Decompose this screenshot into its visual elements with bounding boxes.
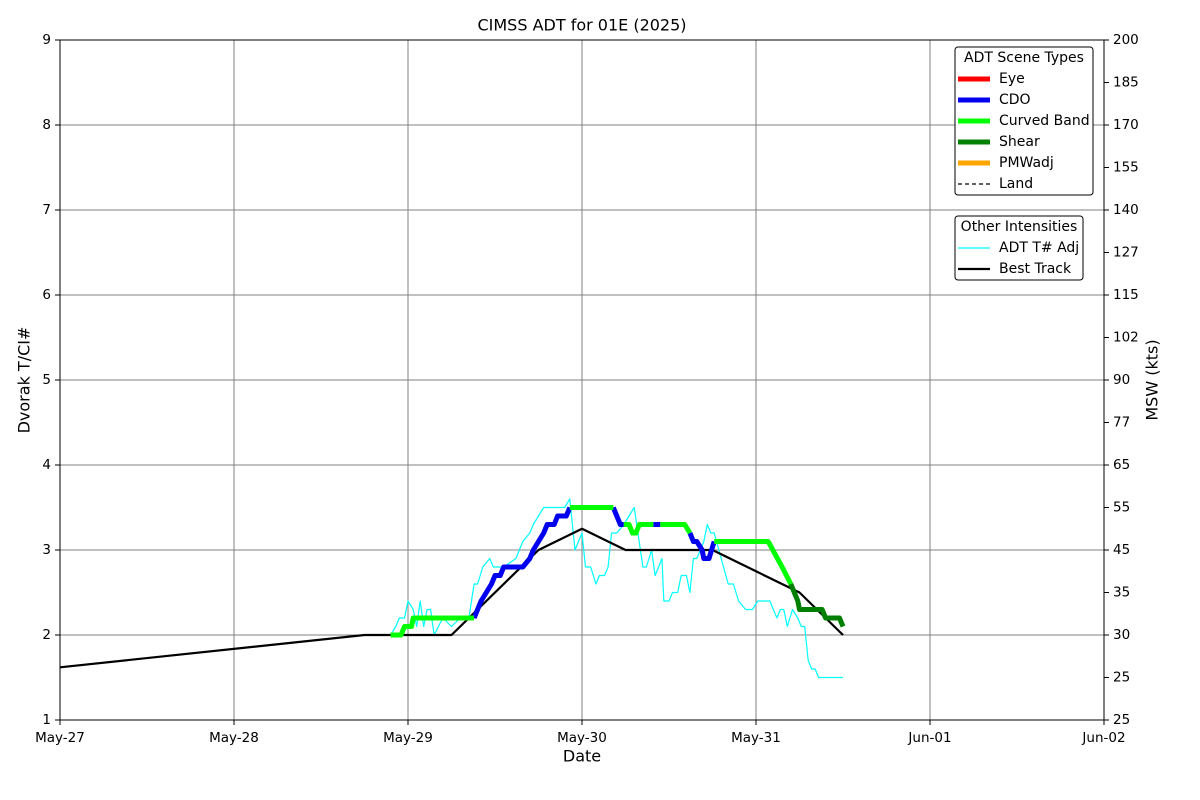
y2-tick-label: 127 [1113, 245, 1139, 261]
y-tick-label: 8 [42, 117, 51, 133]
series-line [471, 506, 717, 619]
y2-tick-label: 102 [1113, 330, 1139, 346]
legend-box [954, 46, 1094, 196]
y2-tick-label: 45 [1113, 542, 1130, 558]
x-tick-label: May-31 [731, 730, 781, 746]
legend-label: CDO [999, 92, 1031, 108]
x-axis-label: Date [563, 747, 601, 766]
axes: May-27 May-28 May-29 May-30 May-31 Jun-01 Jun-… [35, 32, 1139, 746]
y2-tick-label: 30 [1113, 627, 1130, 643]
y2-tick-label: 25 [1113, 670, 1130, 686]
y2-tick-label: 170 [1113, 117, 1139, 133]
legend-label: Land [999, 176, 1033, 192]
x-tick-label: May-27 [35, 730, 85, 746]
legend-title: Other Intensities [961, 219, 1078, 235]
y-tick-label: 6 [42, 287, 51, 303]
series-line [59, 527, 844, 669]
y-axis-label: Dvorak T/CI# [15, 327, 34, 434]
y2-tick-label: 185 [1113, 75, 1139, 91]
y2-tick-label: 35 [1113, 585, 1130, 601]
y2-tick-label: 55 [1113, 500, 1130, 516]
y-tick-label: 2 [42, 627, 51, 643]
legend-label: Shear [999, 134, 1040, 150]
legend-label: PMWadj [999, 155, 1054, 171]
x-tick-label: May-30 [557, 730, 607, 746]
legend-label: ADT T# Adj [999, 240, 1079, 256]
legend-label: Eye [999, 71, 1025, 87]
y2-tick-label: 200 [1113, 32, 1139, 48]
y2-axis-label: MSW (kts) [1143, 339, 1162, 420]
y-tick-label: 4 [42, 457, 51, 473]
chart-title: CIMSS ADT for 01E (2025) [477, 16, 686, 35]
legend: ADT Scene Types Eye CDO Curved Band Shear PMW… [954, 46, 1094, 281]
y2-tick-label: 115 [1113, 287, 1139, 303]
series-line [788, 583, 846, 628]
y2-tick-label: 155 [1113, 160, 1139, 176]
x-tick-label: Jun-02 [1081, 730, 1125, 746]
y2-tick-label: 77 [1113, 415, 1130, 431]
y-tick-label: 3 [42, 542, 51, 558]
x-tick-label: May-29 [383, 730, 433, 746]
y-tick-label: 1 [42, 712, 51, 728]
lines [59, 498, 846, 679]
y2-tick-label: 140 [1113, 202, 1139, 218]
y-tick-label: 9 [42, 32, 51, 48]
y2-tick-label: 90 [1113, 372, 1130, 388]
y-tick-label: 7 [42, 202, 51, 218]
y-tick-label: 5 [42, 372, 51, 388]
legend-label: Curved Band [999, 113, 1090, 129]
y2-tick-label: 65 [1113, 457, 1130, 473]
legend-label: Best Track [999, 261, 1072, 277]
series-line [390, 505, 794, 638]
x-tick-label: May-28 [209, 730, 259, 746]
x-tick-label: Jun-01 [907, 730, 951, 746]
y2-tick-label: 25 [1113, 712, 1130, 728]
legend-title: ADT Scene Types [964, 50, 1084, 66]
legend-box [954, 215, 1084, 281]
